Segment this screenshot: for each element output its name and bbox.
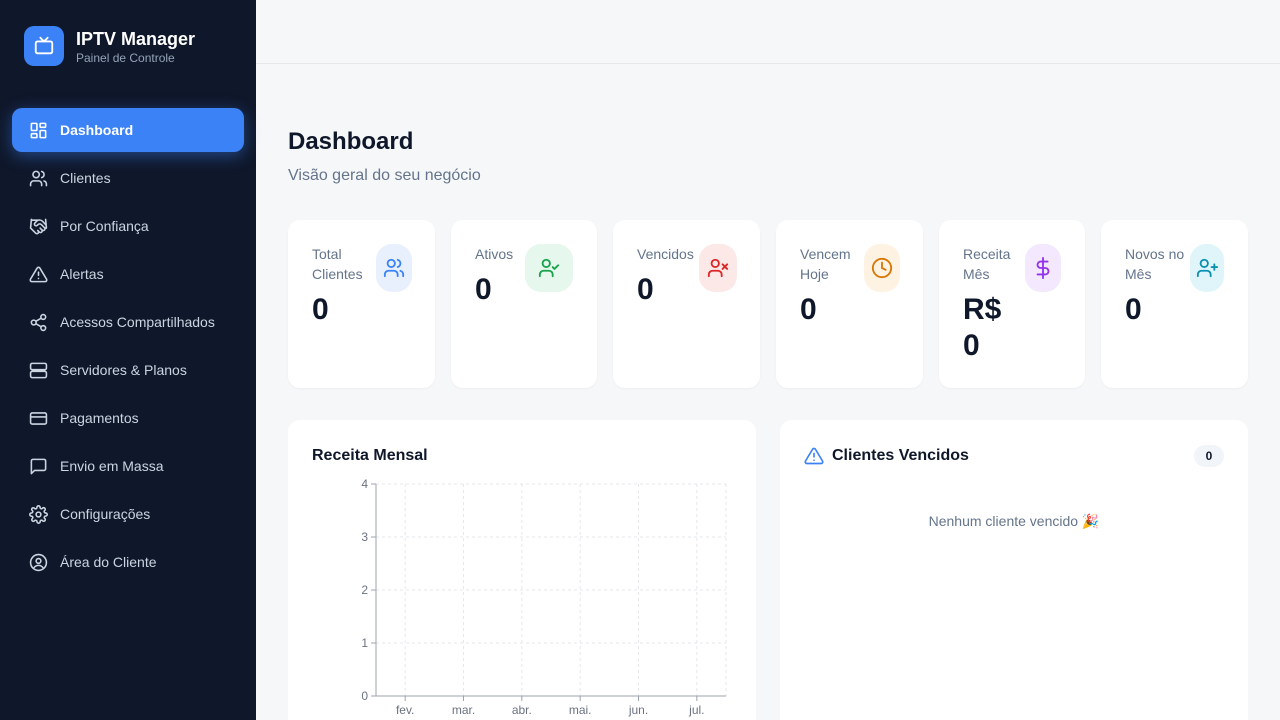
stat-label: Receita Mês — [963, 246, 1011, 282]
sidebar-item-acessos-compartilhados[interactable]: Acessos Compartilhados — [12, 300, 244, 344]
stat-value: R$ 0 — [963, 293, 1002, 362]
stat-card-vencem-hoje: Vencem Hoje 0 — [776, 220, 923, 388]
sidebar-item-pagamentos[interactable]: Pagamentos — [12, 396, 244, 440]
x-tick-label: mai. — [569, 703, 592, 717]
users-icon — [28, 168, 48, 188]
overdue-panel — [780, 420, 1248, 720]
sidebar: IPTV Manager Painel de Controle Dashboar… — [0, 0, 256, 720]
sidebar-item-envio-em-massa[interactable]: Envio em Massa — [12, 444, 244, 488]
user-circle-icon — [28, 552, 48, 572]
stat-card-vencidos: Vencidos 0 — [613, 220, 760, 388]
stat-label: Ativos — [475, 246, 514, 262]
sidebar-nav: Dashboard Clientes Por Confiança Alertas… — [12, 108, 244, 588]
sidebar-item-label: Servidores & Planos — [60, 362, 187, 378]
tv-icon — [24, 26, 64, 66]
brand[interactable]: IPTV Manager Painel de Controle — [24, 26, 195, 66]
user-check-icon — [525, 244, 573, 292]
page-subtitle: Visão geral do seu negócio — [288, 167, 481, 184]
x-tick-label: mar. — [452, 703, 475, 717]
stat-label: Vencem Hoje — [800, 246, 851, 282]
y-tick-label: 2 — [361, 583, 368, 597]
sidebar-item-label: Pagamentos — [60, 410, 139, 426]
alert-triangle-icon — [804, 446, 824, 466]
sidebar-item-label: Dashboard — [60, 122, 134, 138]
stat-value: 0 — [800, 293, 817, 326]
stat-value: 0 — [637, 273, 654, 306]
x-tick-label: jun. — [628, 703, 648, 717]
dashboard-icon — [28, 120, 48, 140]
stat-card-total-clientes: Total Clientes 0 — [288, 220, 435, 388]
handshake-icon — [28, 216, 48, 236]
server-icon — [28, 360, 48, 380]
stat-card-ativos: Ativos 0 — [451, 220, 597, 388]
y-tick-label: 3 — [361, 530, 368, 544]
sidebar-item-configuracoes[interactable]: Configurações — [12, 492, 244, 536]
sidebar-item-label: Por Confiança — [60, 218, 149, 234]
stat-card-receita-mes: Receita Mês R$ 0 — [939, 220, 1085, 388]
stat-card-novos-no-mes: Novos no Mês 0 — [1101, 220, 1248, 388]
y-tick-label: 4 — [361, 477, 368, 491]
sidebar-item-alertas[interactable]: Alertas — [12, 252, 244, 296]
revenue-chart: 0 1 2 3 4 fev. mar. abr. mai. jun. jul. — [361, 477, 727, 717]
stat-label: Vencidos — [637, 246, 694, 262]
sidebar-item-label: Configurações — [60, 506, 151, 522]
sidebar-item-label: Envio em Massa — [60, 458, 164, 474]
alert-triangle-icon — [28, 264, 48, 284]
stat-label: Novos no Mês — [1125, 246, 1185, 282]
sidebar-item-area-do-cliente[interactable]: Área do Cliente — [12, 540, 244, 584]
credit-card-icon — [28, 408, 48, 428]
message-icon — [28, 456, 48, 476]
x-tick-label: fev. — [396, 703, 414, 717]
empty-state-message: Nenhum cliente vencido 🎉 — [928, 513, 1100, 529]
x-tick-label: abr. — [512, 703, 532, 717]
sidebar-item-clientes[interactable]: Clientes — [12, 156, 244, 200]
sidebar-item-por-confianca[interactable]: Por Confiança — [12, 204, 244, 248]
stat-label: Total Clientes — [312, 246, 363, 282]
top-bar — [256, 0, 1280, 64]
dollar-icon — [1025, 244, 1061, 292]
sidebar-item-servidores-planos[interactable]: Servidores & Planos — [12, 348, 244, 392]
user-plus-icon — [1190, 244, 1224, 292]
brand-subtitle: Painel de Controle — [76, 50, 175, 65]
y-tick-label: 0 — [361, 689, 368, 703]
share-icon — [28, 312, 48, 332]
sidebar-item-label: Acessos Compartilhados — [60, 314, 215, 330]
clock-icon — [864, 244, 900, 292]
sidebar-item-label: Alertas — [60, 266, 104, 282]
sidebar-item-label: Área do Cliente — [60, 554, 157, 570]
sidebar-item-dashboard[interactable]: Dashboard — [12, 108, 244, 152]
overdue-count-badge: 0 — [1194, 445, 1224, 467]
user-x-icon — [699, 244, 737, 292]
y-tick-label: 1 — [361, 636, 368, 650]
stat-value: 0 — [1125, 293, 1142, 326]
sidebar-item-label: Clientes — [60, 170, 111, 186]
users-icon — [376, 244, 412, 292]
stat-value: 0 — [312, 293, 329, 326]
page-title: Dashboard — [288, 128, 414, 155]
overdue-panel-title: Clientes Vencidos — [832, 447, 969, 464]
brand-title: IPTV Manager — [76, 28, 196, 49]
x-tick-label: jul. — [688, 703, 704, 717]
gear-icon — [28, 504, 48, 524]
stat-value: 0 — [475, 273, 492, 306]
revenue-panel-title: Receita Mensal — [312, 447, 428, 464]
